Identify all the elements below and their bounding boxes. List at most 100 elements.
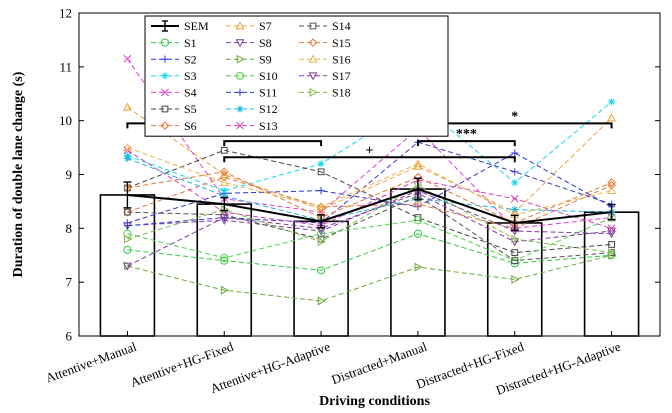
data-point [220, 146, 228, 154]
y-axis: 6 7 8 9 10 11 12 [59, 6, 660, 344]
data-point [316, 202, 326, 212]
data-point [510, 224, 520, 233]
data-point [219, 167, 229, 177]
legend-marker [236, 105, 244, 113]
legend-label: S17 [332, 69, 351, 83]
series-s18 [124, 180, 617, 258]
legend-entry: S17 [299, 69, 351, 83]
y-axis-title: Duration of double lane change (s) [11, 71, 26, 277]
legend-label: S13 [259, 119, 278, 133]
legend-entry: S1 [151, 36, 197, 50]
data-point [124, 261, 133, 271]
series-line [127, 190, 612, 235]
legend-marker [161, 72, 169, 80]
legend-entry: S8 [226, 36, 272, 50]
data-point [413, 161, 423, 170]
series-line [127, 217, 612, 262]
data-point [220, 187, 228, 195]
legend-label: S11 [259, 86, 277, 100]
legend-entry: S12 [226, 102, 278, 116]
legend-marker [309, 87, 318, 97]
legend-entry: S6 [151, 119, 197, 133]
data-point [511, 178, 519, 187]
series-line [127, 149, 612, 254]
bar [390, 188, 446, 337]
legend-marker [309, 22, 317, 30]
legend-marker [160, 38, 170, 47]
data-point [220, 285, 229, 295]
legend-marker [161, 105, 169, 113]
legend-label: S12 [259, 102, 278, 116]
legend-marker [235, 39, 245, 48]
legend-entry: S5 [151, 102, 197, 116]
data-point [122, 142, 132, 151]
legend-label: S9 [259, 52, 272, 66]
series-line [127, 149, 612, 229]
y-tick-label: 11 [59, 59, 72, 74]
data-point [122, 262, 132, 271]
data-point [510, 259, 519, 268]
series-s7 [122, 102, 617, 216]
significance-bracket: + [223, 143, 516, 163]
series-line [127, 184, 612, 254]
data-point [607, 227, 617, 236]
series-line [127, 141, 612, 227]
legend-entry: S11 [226, 86, 277, 100]
legend-label: S10 [259, 69, 278, 83]
legend-marker [236, 121, 244, 130]
bracket-line [223, 156, 516, 163]
data-point [124, 234, 133, 244]
data-point [317, 296, 326, 306]
legend-marker [161, 55, 169, 63]
legend-marker [161, 88, 169, 97]
legend: SEM S1 S2 S3 S4 S5 S6 S7 S8 S9 S10 S11 S12 S13 S14 S15 S… [144, 15, 449, 137]
legend-label: S3 [184, 69, 197, 83]
data-point [220, 256, 229, 265]
significance-label: + [366, 143, 374, 158]
mean-line [123, 177, 616, 232]
legend-label: S7 [259, 19, 272, 33]
data-point [123, 222, 132, 230]
legend-entry: S10 [226, 69, 278, 83]
data-point [510, 194, 519, 203]
y-tick-label: 10 [59, 113, 72, 128]
legend-label: S1 [184, 36, 197, 50]
data-point [608, 248, 617, 258]
legend-label: S4 [184, 86, 197, 100]
y-tick-label: 7 [66, 275, 73, 290]
series-s10 [123, 213, 616, 265]
series-s1 [123, 229, 616, 275]
legend-label: S8 [259, 36, 272, 50]
data-point [414, 203, 422, 211]
significance-label: * [511, 109, 518, 124]
data-point [511, 249, 519, 256]
data-point [316, 266, 326, 275]
series-line [127, 157, 612, 221]
series-line [127, 254, 612, 302]
data-point [219, 177, 229, 186]
data-point [511, 275, 520, 284]
data-point [511, 234, 520, 244]
data-point [607, 230, 617, 239]
data-point [607, 113, 617, 122]
data-point [316, 229, 326, 238]
data-point [511, 149, 519, 157]
y-tick-label: 9 [66, 167, 73, 182]
data-point [511, 257, 519, 265]
data-point [413, 229, 423, 238]
data-point [510, 256, 519, 265]
x-axis-title: Driving conditions [319, 394, 430, 409]
data-point [511, 205, 519, 214]
series-line [127, 192, 612, 267]
data-point [123, 245, 132, 254]
legend-label: S2 [184, 52, 197, 66]
data-point [220, 192, 228, 200]
data-point [317, 237, 326, 247]
data-point [317, 160, 325, 168]
data-point [413, 199, 423, 209]
legend-marker [235, 71, 245, 80]
legend-label: SEM [184, 19, 209, 33]
data-point [123, 54, 132, 63]
legend-box [144, 15, 449, 137]
